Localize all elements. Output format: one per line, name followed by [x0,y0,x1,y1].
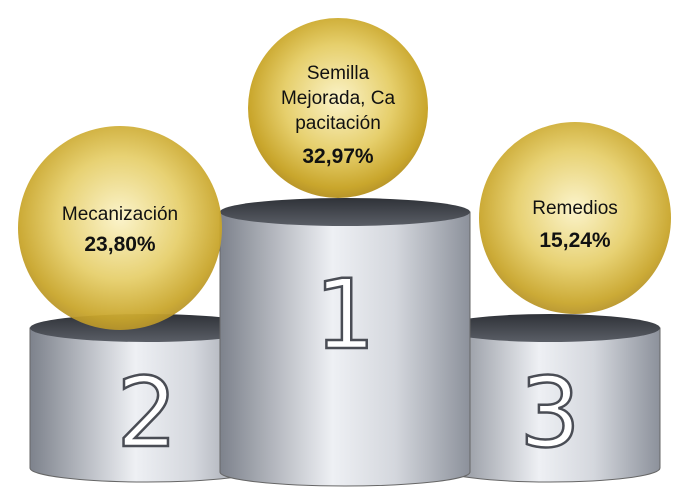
label: Mecanización [62,204,178,225]
ball [248,18,428,198]
ball [18,126,222,330]
label: Mejorada, Ca [281,88,395,109]
label: Remedios [532,198,618,219]
value: 15,24% [539,229,611,252]
podium-third [439,314,661,483]
label: Semilla [307,63,370,84]
podium-first [219,198,471,487]
ball [479,122,671,314]
label: pacitación [295,113,381,134]
rank-number: 1 [314,259,375,371]
rank-number: 3 [519,357,580,469]
value: 32,97% [302,145,374,168]
rank-number: 2 [116,357,177,469]
value: 23,80% [84,233,156,256]
